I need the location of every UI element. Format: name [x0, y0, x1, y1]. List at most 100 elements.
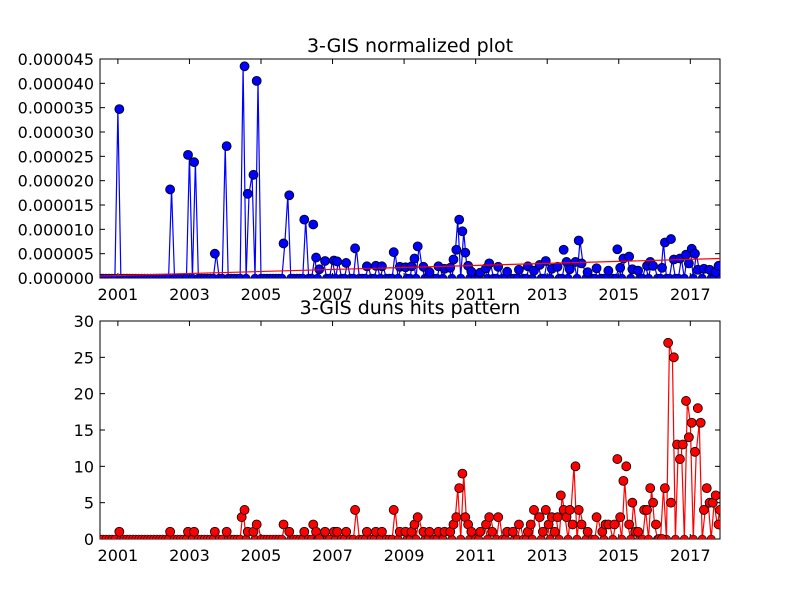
- top-series-0-point: [502, 266, 513, 277]
- bottom-series-0-point: [701, 483, 712, 494]
- bottom-series-0-point: [451, 512, 462, 523]
- top-series-0-point: [697, 273, 707, 278]
- bottom-series-0-point: [525, 519, 536, 530]
- top-xtick-label: 2013: [527, 285, 568, 304]
- top-series-0-point: [657, 262, 667, 273]
- top-series-0-point: [277, 273, 287, 278]
- bottom-series-0-point: [189, 526, 199, 537]
- bottom-series-0-point: [483, 534, 492, 539]
- top-series-0-point: [451, 244, 462, 255]
- top-ytick-label: 0.000005: [18, 245, 94, 264]
- bottom-series-0-point: [663, 337, 674, 348]
- bottom-series-0-point: [609, 519, 620, 530]
- bottom-series-0-point: [456, 534, 466, 539]
- top-series-0-point: [683, 258, 694, 269]
- top-series-0-point: [493, 261, 504, 272]
- bottom-series-0-point: [706, 534, 716, 539]
- top-series-0-point: [514, 264, 524, 275]
- top-xtick-label: 2017: [670, 285, 711, 304]
- bottom-series-0-point: [668, 352, 679, 363]
- top-ytick-label: 0.000030: [18, 123, 94, 142]
- bottom-series-0-point: [412, 512, 423, 523]
- top-series-0-point: [221, 141, 232, 152]
- bottom-series-0-point: [651, 519, 661, 530]
- bottom-xtick-label: 2003: [169, 546, 210, 565]
- bottom-series-0-point: [642, 505, 652, 515]
- bottom-series-0-point: [332, 526, 343, 537]
- bottom-series-0-point: [621, 461, 632, 472]
- top-series-0-point: [239, 61, 250, 72]
- top-ytick-label: 0.000015: [18, 196, 94, 215]
- top-series-0-point: [648, 260, 658, 271]
- bottom-chart-title: 3-GIS duns hits pattern: [300, 297, 521, 319]
- top-series-1-line: [100, 257, 720, 277]
- top-series-0-point: [350, 243, 360, 254]
- top-xtick-label: 2009: [384, 285, 425, 304]
- top-series-0-point: [460, 247, 471, 258]
- top-xtick-label: 2007: [312, 285, 353, 304]
- top-xtick-label: 2011: [455, 285, 496, 304]
- bottom-series-0-point: [591, 512, 602, 523]
- top-series-0-point: [284, 190, 295, 201]
- bottom-xtick-label: 2017: [670, 546, 711, 565]
- bottom-series-0-point: [573, 505, 584, 515]
- bottom-series-0-point: [534, 512, 545, 523]
- top-chart-title: 3-GIS normalized plot: [307, 35, 513, 57]
- top-series-0-point: [341, 258, 352, 268]
- bottom-xtick-label: 2013: [527, 546, 568, 565]
- top-series-0-point: [311, 252, 321, 263]
- top-series-0-point: [612, 244, 623, 255]
- top-ytick-label: 0.000045: [18, 50, 94, 69]
- bottom-series-0-point: [692, 403, 703, 414]
- top-series-0-point: [666, 234, 676, 244]
- bottom-series-0-point: [710, 490, 720, 501]
- bottom-series-0-point: [695, 417, 706, 428]
- top-series-0-point: [690, 248, 700, 259]
- bottom-series-0-point: [475, 526, 486, 537]
- bottom-series-0-point: [165, 526, 176, 537]
- top-series-0-point: [545, 273, 555, 278]
- top-series-0-point: [189, 157, 199, 168]
- top-xtick-label: 2001: [98, 285, 139, 304]
- top-series-0-point: [529, 265, 539, 276]
- top-series-0-point: [438, 273, 448, 278]
- bottom-series-0-point: [612, 454, 623, 464]
- top-series-0-point: [624, 251, 635, 262]
- bottom-series-0-point: [627, 497, 638, 508]
- bottom-series-0-point: [507, 526, 518, 537]
- top-series-0-point: [411, 273, 421, 278]
- bottom-ytick-label: 15: [74, 421, 94, 440]
- bottom-data-layer: [100, 337, 720, 539]
- bottom-axes-frame: [99, 320, 721, 540]
- top-series-0-point: [447, 273, 457, 278]
- bottom-series-0-point: [457, 468, 468, 479]
- bottom-ytick-label: 30: [74, 312, 94, 331]
- bottom-series-0-point: [648, 497, 658, 508]
- bottom-series-0-point: [590, 534, 600, 539]
- top-series-0-point: [242, 188, 253, 199]
- top-ytick-label: 0.000040: [18, 74, 94, 93]
- bottom-series-0-point: [690, 446, 700, 457]
- top-series-0-point: [603, 265, 614, 276]
- bottom-series-0-point: [644, 534, 653, 539]
- bottom-series-0-point: [675, 454, 685, 464]
- top-series-0-point: [165, 184, 176, 195]
- bottom-xtick-label: 2007: [312, 546, 353, 565]
- top-xtick-label: 2005: [241, 285, 282, 304]
- bottom-series-0-point: [686, 417, 697, 428]
- top-series-0-point: [617, 273, 627, 278]
- top-series-0-point: [563, 273, 573, 278]
- bottom-series-0-point: [563, 534, 573, 539]
- top-ytick-label: 0.000035: [18, 99, 94, 118]
- bottom-series-0-point: [713, 519, 720, 530]
- bottom-series-0-point: [388, 505, 399, 515]
- bottom-xtick-label: 2001: [98, 546, 139, 565]
- top-data-layer: [100, 61, 720, 278]
- top-series-0-point: [183, 149, 193, 160]
- bottom-series-0-point: [699, 505, 709, 515]
- top-series-0-point: [448, 254, 459, 265]
- bottom-series-0-point: [645, 483, 656, 494]
- bottom-series-0-point: [277, 534, 287, 539]
- bottom-xtick-label: 2011: [455, 546, 496, 565]
